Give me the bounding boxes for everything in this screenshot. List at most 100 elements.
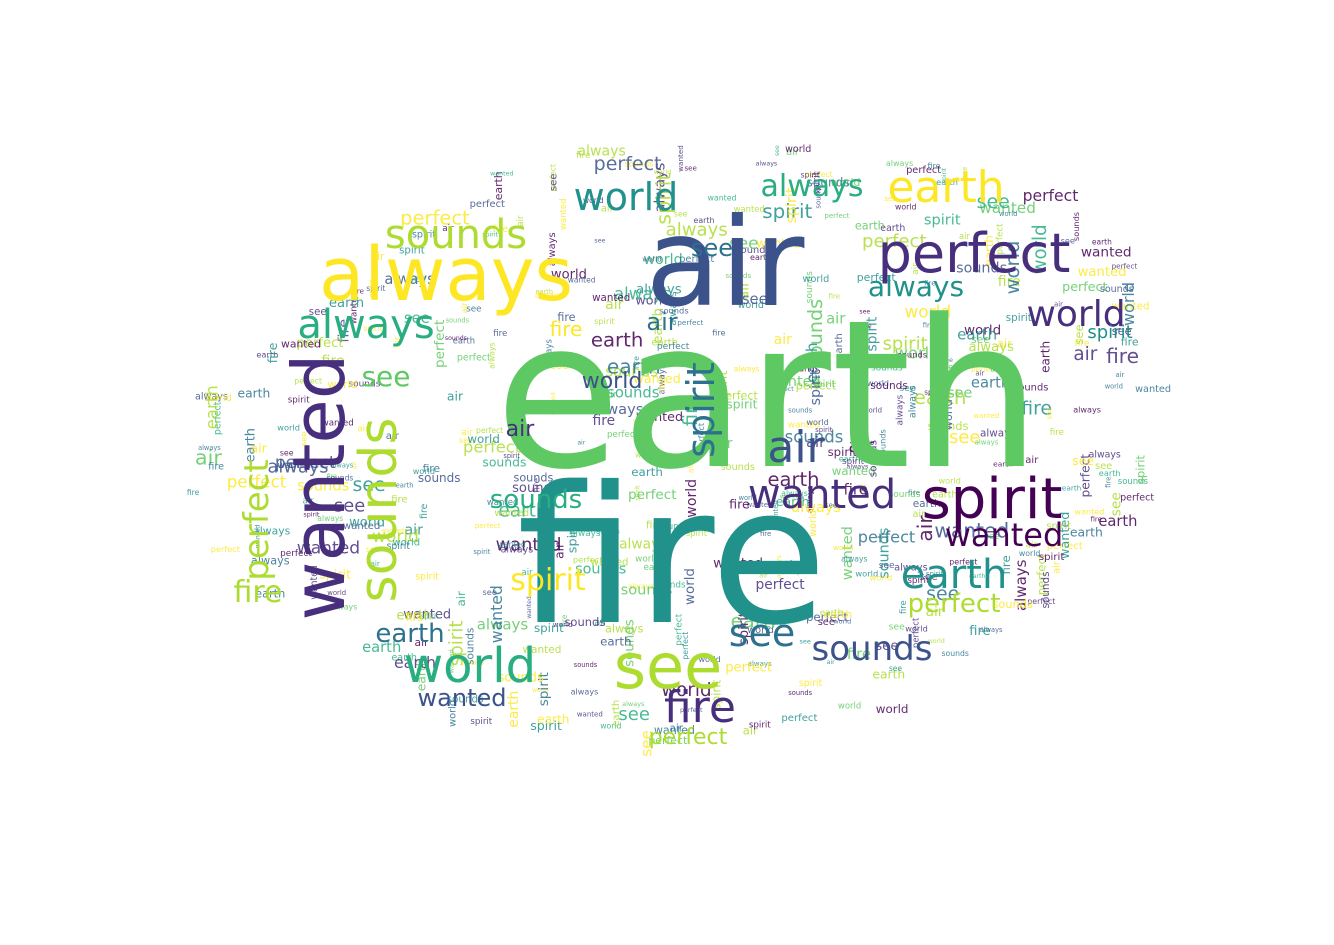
filler-word-sounds: sounds [607,385,659,402]
word-wanted-small: wanted [418,684,507,712]
filler-word-sounds: sounds [662,539,672,571]
filler-word-spirit: spirit [926,570,944,578]
word-always-medium-2: always [868,270,964,303]
filler-word-always: always [488,342,497,368]
filler-word-always: always [331,462,354,470]
filler-word-always: always [317,514,343,523]
filler-word-sounds: sounds [512,481,559,496]
filler-word-earth: earth [607,354,661,378]
filler-word-always: always [990,365,1016,374]
word-spirit-medium: spirit [510,563,586,598]
filler-word-always: always [547,232,558,266]
filler-word-earth: earth [498,501,547,522]
filler-word-sounds: sounds [447,693,484,705]
filler-word-perfect: perfect [906,165,941,176]
filler-word-fire: fire [924,279,935,287]
filler-word-world: world [942,399,955,430]
filler-word-fire: fire [1075,339,1090,349]
word-earth-medium-2: earth [901,552,1008,598]
filler-word-sounds: sounds [956,260,1007,276]
filler-word-earth: earth [453,336,475,346]
filler-word-earth: earth [731,537,739,556]
filler-word-sounds: sounds [446,317,470,325]
filler-word-spirit: spirit [421,612,439,621]
filler-word-fire: fire [760,530,771,538]
filler-word-perfect: perfect [212,401,223,435]
word-always-large: always [319,232,573,318]
filler-word-earth: earth [394,653,436,672]
filler-word-wanted: wanted [934,519,1009,543]
filler-word-earth: earth [203,385,222,429]
filler-word-air: air [1054,301,1063,309]
filler-word-world: world [895,343,940,362]
filler-word-spirit: spirit [470,717,492,727]
filler-word-always: always [841,555,867,564]
filler-word-spirit: spirit [1039,552,1064,563]
filler-word-sounds: sounds [327,473,354,482]
filler-word-perfect: perfect [648,734,688,747]
filler-word-always: always [1012,559,1030,611]
filler-word-fire: fire [208,462,224,473]
filler-word-perfect: perfect [805,170,833,179]
filler-word-wanted: wanted [636,409,683,424]
filler-word-earth: earth [329,296,364,311]
filler-word-always: always [734,364,760,373]
filler-word-always: always [545,339,555,369]
filler-word-earth: earth [1070,524,1103,539]
filler-word-fire: fire [573,407,584,415]
filler-word-see: see [949,427,981,448]
filler-word-air: air [670,723,684,735]
filler-word-always: always [756,161,778,168]
filler-word-see: see [549,174,560,192]
filler-word-earth: earth [643,563,666,573]
word-world-small: world [582,369,643,394]
filler-word-spirit: spirit [1046,521,1071,532]
filler-word-world: world [206,393,232,404]
filler-word-wanted: wanted [381,528,404,535]
filler-word-world: world [635,292,670,307]
filler-word-fire: fire [908,488,921,497]
filler-word-always: always [501,545,534,556]
filler-word-earth: earth [256,350,278,360]
filler-word-always: always [846,462,869,470]
filler-word-earth: earth [1098,513,1137,530]
filler-word-air: air [1051,561,1062,573]
filler-word-world: world [643,252,682,268]
filler-word-see: see [800,638,811,646]
filler-word-sounds: sounds [889,490,921,500]
filler-word-earth: earth [652,338,678,349]
filler-word-sounds: sounds [788,406,813,414]
filler-word-earth: earth [391,653,417,664]
filler-word-world: world [830,176,860,189]
filler-word-air: air [827,659,836,666]
filler-word-air: air [912,509,925,520]
filler-word-earth: earth [839,454,861,464]
filler-word-perfect: perfect [1047,541,1083,552]
filler-word-spirit: spirit [907,576,930,586]
filler-word-fire: fire [829,293,840,301]
filler-word-earth: earth [803,342,821,382]
filler-word-air: air [761,246,781,269]
filler-word-sounds: sounds [1040,572,1052,609]
filler-word-world: world [867,379,889,388]
filler-word-world: world [928,638,945,645]
filler-word-see: see [942,356,953,364]
filler-word-spirit: spirit [473,548,490,556]
filler-word-see: see [637,730,655,756]
filler-word-spirit: spirit [828,445,858,459]
filler-word-earth: earth [765,559,797,573]
filler-word-perfect: perfect [475,521,501,530]
filler-word-sounds: sounds [605,364,658,381]
word-world-medium-2: world [574,175,679,219]
filler-word-air: air [714,436,732,452]
filler-word-world: world [855,568,878,578]
filler-word-air: air [604,390,617,401]
filler-word-world: world [551,267,587,282]
filler-word-sounds: sounds [551,361,586,372]
filler-word-world: world [772,398,780,417]
filler-word-world: world [738,300,764,311]
filler-word-see: see [1072,453,1094,468]
filler-word-air: air [911,263,921,275]
filler-word-air: air [975,370,984,378]
word-fire-small-2: fire [550,317,583,341]
